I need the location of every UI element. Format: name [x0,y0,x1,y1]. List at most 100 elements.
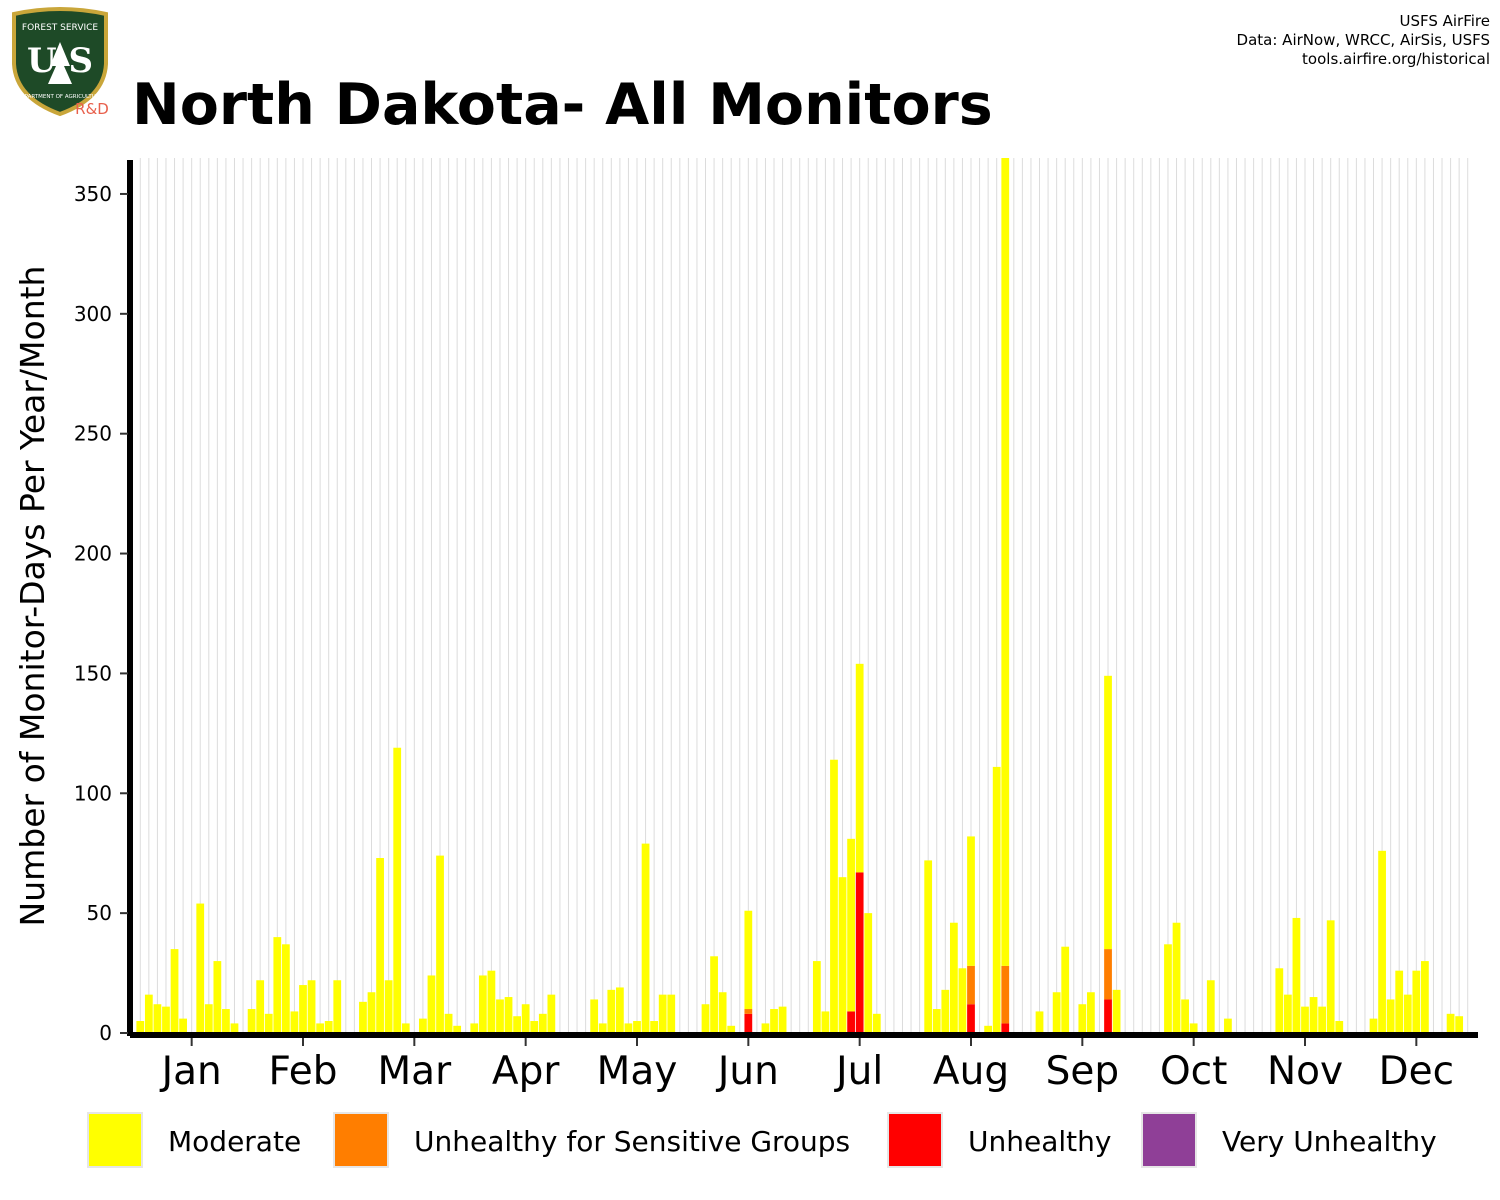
x-tick-label: May [597,1049,678,1094]
bar-segment [307,980,316,1033]
bar-segment [213,961,222,1033]
bar-segment [778,1006,787,1033]
bar-segment [136,1021,145,1033]
bar-segment [1078,1004,1087,1033]
bar-segment [658,994,667,1033]
x-tick-label: Feb [268,1049,337,1094]
bar-segment [667,994,676,1033]
bar-segment [744,1013,753,1033]
credits: USFS AirFire Data: AirNow, WRCC, AirSis,… [1237,12,1490,69]
bar-segment [230,1023,239,1033]
bar-segment [744,1009,753,1014]
bar-segment [924,860,933,1033]
bar-segment [393,747,402,1033]
y-tick-label: 300 [74,302,112,326]
bar-segment [1104,675,1112,950]
bar-segment [967,965,975,1005]
bar-segment [153,1004,162,1033]
legend-swatch [87,1112,143,1168]
legend-label: Moderate [168,1125,301,1158]
bar-segment [144,994,153,1033]
y-tick-label: 0 [99,1021,112,1045]
x-tick-label: Jul [833,1049,883,1094]
bar-segment [1378,850,1386,1033]
legend-label: Very Unhealthy [1222,1125,1437,1158]
bar-segment [838,877,847,1033]
bar-segment [949,922,958,1033]
bar-segment [376,858,384,1033]
x-tick-label: Dec [1379,1049,1454,1094]
bar-segment [607,989,616,1033]
bar-segment [633,1021,641,1033]
credit-line: tools.airfire.org/historical [1302,50,1490,68]
bar-segment [598,1023,607,1033]
credit-line: USFS AirFire [1399,12,1490,30]
bar-segment [1301,1006,1309,1033]
bar-segment [478,975,487,1033]
bar-segment [1001,1023,1010,1033]
y-tick-label: 50 [87,901,112,925]
bar-segment [281,944,290,1033]
bar-segment [812,961,821,1033]
bar-segment [1283,994,1292,1033]
bar-segment [1369,1018,1378,1033]
bar-segment [624,1023,633,1033]
bar-segment [324,1021,333,1033]
bar-segment [830,759,838,1033]
bar-segment [444,1013,453,1033]
bar-segment [487,970,496,1033]
bar-segment [701,1004,710,1033]
legend-label: Unhealthy [968,1125,1111,1158]
bar-segment [1455,1016,1464,1033]
bar-segment [316,1023,325,1033]
logo-bottom-text: DEPARTMENT OF AGRICULTURE [17,94,104,100]
bar-segment [401,1023,410,1033]
bar-segment [855,872,864,1033]
x-tick-label: Nov [1267,1049,1343,1094]
bar-segment [170,949,179,1033]
bar-segment [1001,158,1010,966]
bar-segment [718,992,727,1033]
bar-segment [821,1011,830,1033]
bar-segment [333,980,342,1033]
x-tick-label: Oct [1160,1049,1227,1094]
bar-segment [1275,968,1284,1033]
logo-badge-text: R&D [75,100,109,118]
bar-segment [427,975,436,1033]
bar-segment [436,855,444,1033]
bar-segment [504,997,513,1033]
bar-segment [1189,1023,1198,1033]
bar-segment [941,989,950,1033]
bar-segment [1412,970,1421,1033]
bar-segment [538,1013,547,1033]
bar-segment [496,999,504,1033]
bar-segment [1403,994,1412,1033]
bar-segment [247,1009,256,1033]
bar-segment [1309,997,1318,1033]
bar-segment [1087,992,1095,1033]
bar-segment [1318,1006,1327,1033]
logo-top-text: FOREST SERVICE [22,23,99,33]
x-tick-label: Mar [378,1049,453,1094]
bar-segment [1181,999,1189,1033]
bar-segment [1052,992,1061,1033]
bar-segment [992,766,1001,1033]
y-tick-label: 150 [74,661,112,685]
bar-segment [967,1004,975,1033]
bar-segment [1206,980,1215,1033]
bar-segment [359,1001,367,1033]
bar-segment [264,1013,273,1033]
bar-segment [872,1013,881,1033]
tree-icon [48,42,72,84]
bar-segment [958,968,967,1033]
bar-segment [1335,1021,1344,1033]
y-tick-label: 200 [74,542,112,566]
bar-segment [419,1018,427,1033]
bar-segment [1395,970,1404,1033]
y-tick-label: 350 [74,182,112,206]
bar-segment [984,1025,993,1033]
bar-segment [770,1009,778,1033]
bar-segment [847,1011,855,1033]
y-tick-label: 100 [74,781,112,805]
bar-segment [179,1018,187,1033]
